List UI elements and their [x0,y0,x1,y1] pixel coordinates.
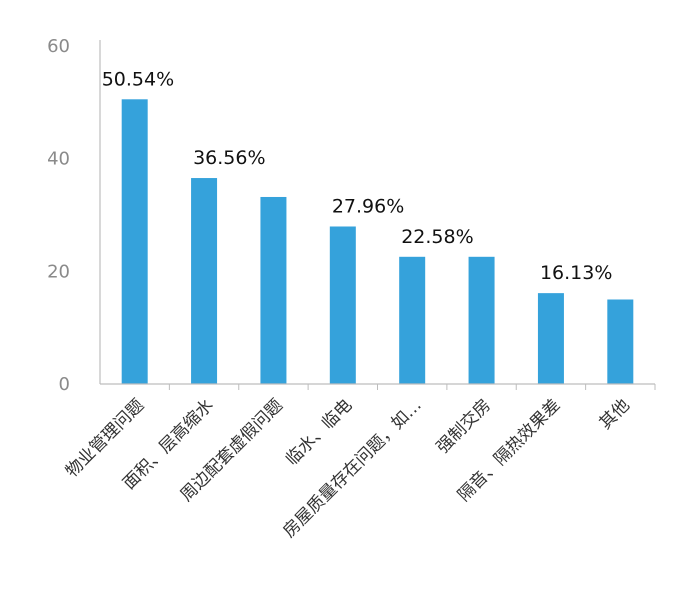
y-axis: 0 20 40 60 [47,36,101,395]
x-tick-label: 房屋质量存在问题，如… [279,395,425,541]
bar [121,99,148,385]
y-tick-label: 60 [47,36,70,57]
bar [329,226,356,384]
data-label: 22.58% [401,226,473,248]
bar [537,293,564,384]
data-labels: 50.54% 36.56% 27.96% 22.58% 16.13% [102,68,613,284]
data-label: 50.54% [102,68,174,90]
bar [607,299,634,384]
data-label: 36.56% [193,147,265,169]
y-tick-label: 20 [47,261,70,282]
bar [468,256,495,384]
bar [260,196,287,384]
bar [191,178,218,384]
bars [121,99,634,385]
y-tick-label: 0 [59,374,70,395]
x-tick-label: 临水、临电 [282,395,356,469]
data-label: 27.96% [332,195,404,217]
bar [399,256,426,384]
data-label: 16.13% [540,262,612,284]
x-tick-label: 其他 [596,395,634,433]
y-tick-label: 40 [47,149,70,170]
x-tick-label: 强制交房 [433,395,495,457]
